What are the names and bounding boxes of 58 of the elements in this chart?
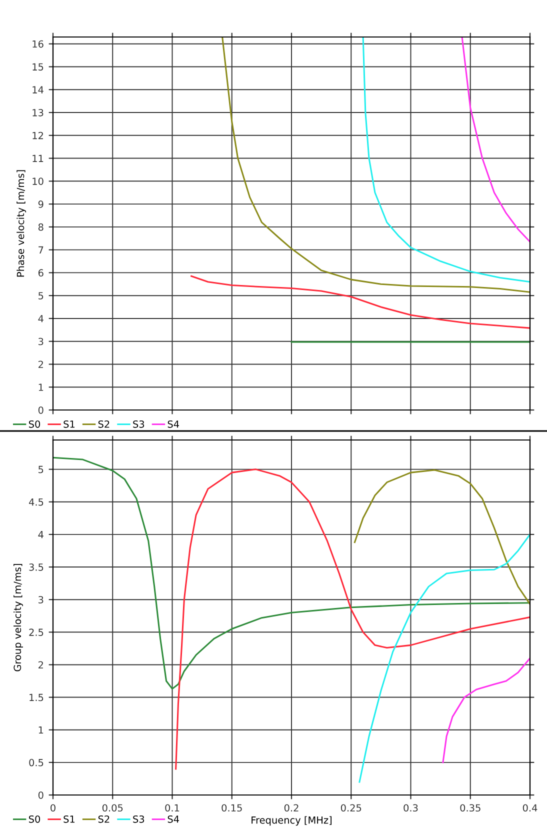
y-tick-label: 4.5 [28, 498, 44, 506]
y-tick-label: 5 [38, 466, 44, 474]
legend-label: S4 [168, 420, 180, 428]
line-series [461, 37, 530, 243]
y-tick-label: 0 [38, 406, 44, 414]
x-tick-label: 0.05 [102, 804, 123, 812]
y-tick-label: 14 [32, 86, 44, 94]
x-tick-label: 0.3 [404, 804, 418, 812]
legend-label: S3 [133, 420, 144, 428]
y-tick-label: 8 [38, 223, 44, 231]
y-tick-label: 2.5 [29, 628, 44, 636]
legend-label: S1 [64, 420, 75, 428]
legend-label: S2 [98, 420, 110, 428]
legend-label: S1 [64, 815, 75, 823]
x-tick-label: 0.4 [522, 804, 538, 812]
y-tick-label: 13 [32, 108, 44, 116]
x-tick-label: 0.15 [222, 804, 242, 812]
y-tick-label: 1.5 [30, 694, 44, 702]
y-tick-label: 11 [32, 154, 44, 162]
x-axis-title: Frequency [MHz] [252, 816, 332, 826]
line-series [354, 469, 530, 605]
y-tick-label: 2 [38, 360, 43, 368]
y-axis-title: Group velocity [m/ms] [14, 564, 23, 672]
y-tick-label: 1 [38, 726, 44, 734]
y-tick-label: 3.5 [29, 563, 44, 571]
line-series [175, 468, 530, 770]
x-tick-label: 0.25 [340, 804, 362, 812]
y-tick-label: 7 [38, 246, 44, 254]
line-series [442, 657, 530, 764]
line-series [190, 275, 530, 329]
y-axis-title: Phase velocity [m/ms] [16, 170, 26, 277]
legend-label: S0 [28, 815, 40, 823]
y-tick-label: 3 [38, 338, 44, 346]
y-tick-label: 6 [38, 269, 44, 277]
x-tick-label: 0.1 [165, 804, 180, 812]
legend-label: S0 [28, 420, 40, 428]
legend-label: S4 [168, 815, 180, 823]
y-tick-label: 15 [32, 63, 44, 71]
y-tick-label: 16 [32, 40, 44, 48]
y-tick-label: 1 [38, 384, 44, 391]
y-tick-label: 10 [32, 178, 44, 185]
y-tick-label: 0.5 [29, 758, 44, 766]
y-tick-label: 0 [38, 791, 44, 799]
legend-label: S2 [98, 815, 110, 823]
line-series [358, 534, 530, 783]
y-tick-label: 9 [38, 200, 44, 208]
x-tick-label: 0 [50, 804, 56, 812]
y-tick-label: 12 [32, 132, 43, 140]
legend-label: S3 [133, 815, 144, 823]
y-tick-label: 4 [38, 315, 44, 322]
line-series [222, 37, 530, 293]
x-tick-label: 0.35 [460, 804, 480, 812]
line-series [362, 37, 530, 283]
y-tick-label: 2 [38, 661, 43, 668]
y-tick-label: 3 [38, 596, 44, 604]
y-tick-label: 4 [38, 531, 44, 538]
x-tick-label: 0.2 [284, 804, 298, 812]
y-tick-label: 5 [38, 292, 44, 300]
